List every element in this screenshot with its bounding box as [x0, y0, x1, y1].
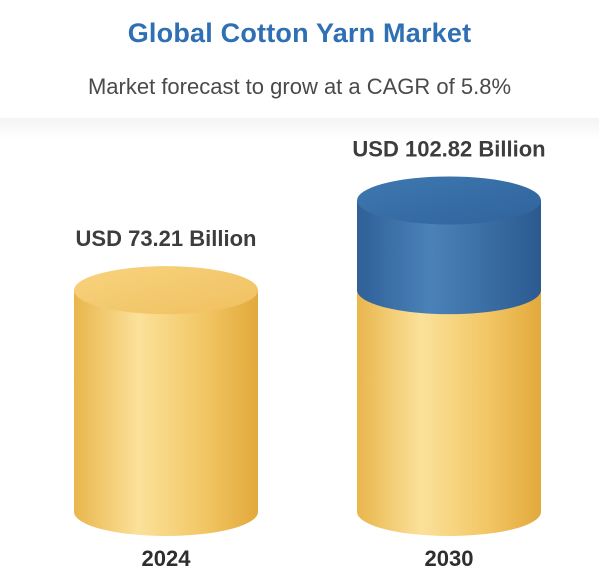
header-divider-band [0, 118, 599, 140]
bar-2030-top [357, 176, 541, 225]
bar-2030-growth-body [357, 200, 541, 315]
data-label-2024: USD 73.21 Billion [76, 226, 257, 251]
x-tick-label-2024: 2024 [142, 546, 192, 571]
x-tick-label-2030: 2030 [425, 546, 474, 571]
bar-2024-body [74, 290, 258, 536]
chart-subtitle: Market forecast to grow at a CAGR of 5.8… [87, 74, 512, 99]
bar-2024-top [74, 266, 258, 315]
chart-title: Global Cotton Yarn Market [127, 18, 472, 48]
data-label-2030: USD 102.82 Billion [352, 136, 545, 161]
bar-2030-base-body [357, 290, 541, 536]
